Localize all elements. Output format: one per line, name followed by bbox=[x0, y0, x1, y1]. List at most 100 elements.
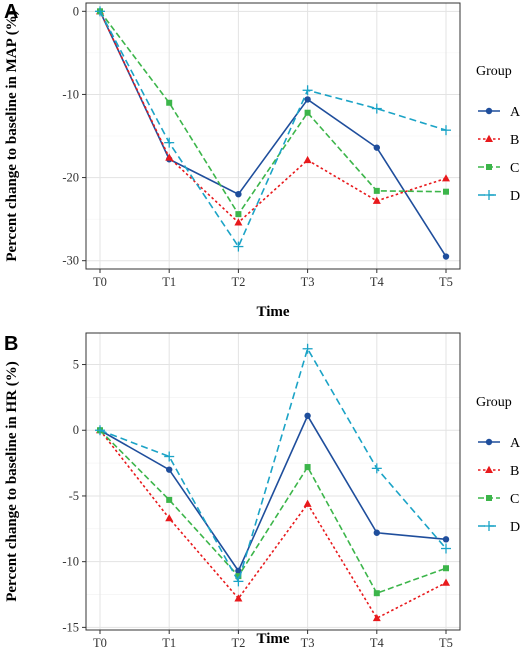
data-point-c bbox=[443, 565, 449, 572]
panel-letter: B bbox=[4, 333, 18, 355]
data-point-c bbox=[373, 590, 380, 597]
legend-key-marker bbox=[486, 495, 492, 501]
y-tick-label: -10 bbox=[62, 555, 79, 569]
plot-frame bbox=[85, 332, 461, 631]
x-tick-label: T3 bbox=[301, 275, 315, 289]
data-point-a bbox=[373, 529, 380, 536]
x-tick-label: T3 bbox=[301, 636, 315, 650]
y-tick-label: -30 bbox=[62, 254, 79, 268]
data-point-d bbox=[371, 103, 382, 114]
legend-label: B bbox=[510, 133, 519, 148]
legend-key-marker bbox=[485, 438, 493, 446]
plot-frame bbox=[85, 2, 461, 270]
legend-key-marker bbox=[485, 134, 493, 142]
data-point-d bbox=[95, 425, 105, 436]
legend-key-marker bbox=[485, 465, 493, 473]
y-axis-title: Percent change to baseline in HR (%) bbox=[4, 361, 20, 602]
legend-label: C bbox=[510, 161, 519, 176]
x-tick-label: T2 bbox=[231, 275, 245, 289]
data-point-a bbox=[166, 466, 173, 473]
series-line-d bbox=[99, 346, 447, 584]
x-tick-label: T4 bbox=[370, 275, 385, 289]
y-tick-label: -5 bbox=[69, 489, 79, 503]
x-tick-label: T5 bbox=[439, 275, 453, 289]
data-point-c bbox=[443, 188, 449, 195]
data-point-a bbox=[235, 190, 242, 198]
legend-key-marker bbox=[484, 521, 494, 531]
data-point-a bbox=[442, 536, 450, 543]
data-point-b bbox=[303, 499, 312, 507]
legend-title: Group bbox=[476, 64, 512, 79]
x-axis-title: Time bbox=[256, 304, 289, 320]
y-tick-label: -20 bbox=[62, 171, 79, 185]
y-axis-title: Percent change to baseline in MAP (%) bbox=[4, 10, 20, 261]
data-point-c bbox=[373, 187, 380, 194]
data-point-a bbox=[373, 144, 380, 151]
data-point-a bbox=[442, 253, 450, 260]
data-point-c bbox=[304, 464, 311, 471]
legend-label: A bbox=[510, 436, 521, 451]
y-tick-label: -10 bbox=[62, 87, 79, 101]
plot-area bbox=[86, 333, 460, 630]
x-tick-label: T5 bbox=[439, 636, 453, 650]
data-point-a bbox=[304, 96, 311, 103]
data-point-b bbox=[234, 594, 243, 602]
legend-key-marker bbox=[484, 190, 494, 200]
data-point-d bbox=[441, 543, 451, 554]
data-point-d bbox=[302, 85, 313, 96]
series-line-d bbox=[99, 10, 447, 249]
series-line-c bbox=[99, 429, 447, 595]
data-point-d bbox=[95, 6, 105, 17]
data-point-d bbox=[164, 137, 175, 148]
data-point-c bbox=[166, 99, 173, 106]
y-tick-label: 0 bbox=[73, 4, 79, 18]
series-line-a bbox=[99, 414, 447, 573]
data-point-c bbox=[304, 109, 311, 116]
chart-panel-b: 5 0 -5 -10 -15 T0 T1 T2 T3 T4 T5 Time Percent change… bbox=[4, 332, 521, 650]
legend-label: C bbox=[510, 492, 519, 507]
data-point-c bbox=[166, 496, 173, 503]
data-point-a bbox=[304, 412, 311, 419]
data-point-a bbox=[235, 567, 242, 575]
series-d bbox=[95, 343, 451, 587]
x-tick-label: T0 bbox=[93, 636, 107, 650]
legend-key-marker bbox=[485, 107, 493, 115]
data-point-d bbox=[233, 576, 244, 587]
data-point-b bbox=[442, 174, 450, 182]
series-d bbox=[95, 6, 451, 252]
data-point-b bbox=[234, 218, 243, 226]
data-point-b bbox=[165, 514, 174, 522]
x-tick-label: T1 bbox=[162, 636, 176, 650]
legend-label: B bbox=[510, 464, 519, 479]
chart-panel-a: 0 -10 -20 -30 T0 T1 T2 T3 T4 T5 Time Percent change… bbox=[4, 1, 521, 320]
legend-label: A bbox=[510, 105, 521, 120]
y-tick-label: 5 bbox=[73, 358, 79, 372]
y-tick-label: -15 bbox=[62, 620, 79, 634]
x-axis-title: Time bbox=[256, 631, 289, 647]
data-point-d bbox=[164, 451, 175, 462]
legend-key-marker bbox=[486, 164, 492, 170]
legend-title: Group bbox=[476, 395, 512, 410]
legend-label: D bbox=[510, 520, 520, 535]
series-line-c bbox=[99, 10, 447, 216]
data-point-b bbox=[165, 153, 174, 161]
data-point-b bbox=[442, 578, 450, 586]
x-tick-label: T4 bbox=[370, 636, 385, 650]
series-line-b bbox=[99, 10, 447, 224]
data-point-d bbox=[441, 125, 451, 136]
legend-label: D bbox=[510, 189, 520, 204]
x-tick-label: T2 bbox=[231, 636, 245, 650]
series-line-b bbox=[99, 429, 447, 620]
data-point-d bbox=[302, 343, 313, 354]
data-point-b bbox=[372, 196, 381, 204]
panel-letter: A bbox=[4, 1, 18, 23]
data-point-b bbox=[303, 155, 312, 164]
x-tick-label: T0 bbox=[93, 275, 107, 289]
data-point-c bbox=[235, 211, 242, 218]
data-point-d bbox=[233, 241, 244, 252]
data-point-d bbox=[371, 463, 382, 474]
x-tick-label: T1 bbox=[162, 275, 176, 289]
